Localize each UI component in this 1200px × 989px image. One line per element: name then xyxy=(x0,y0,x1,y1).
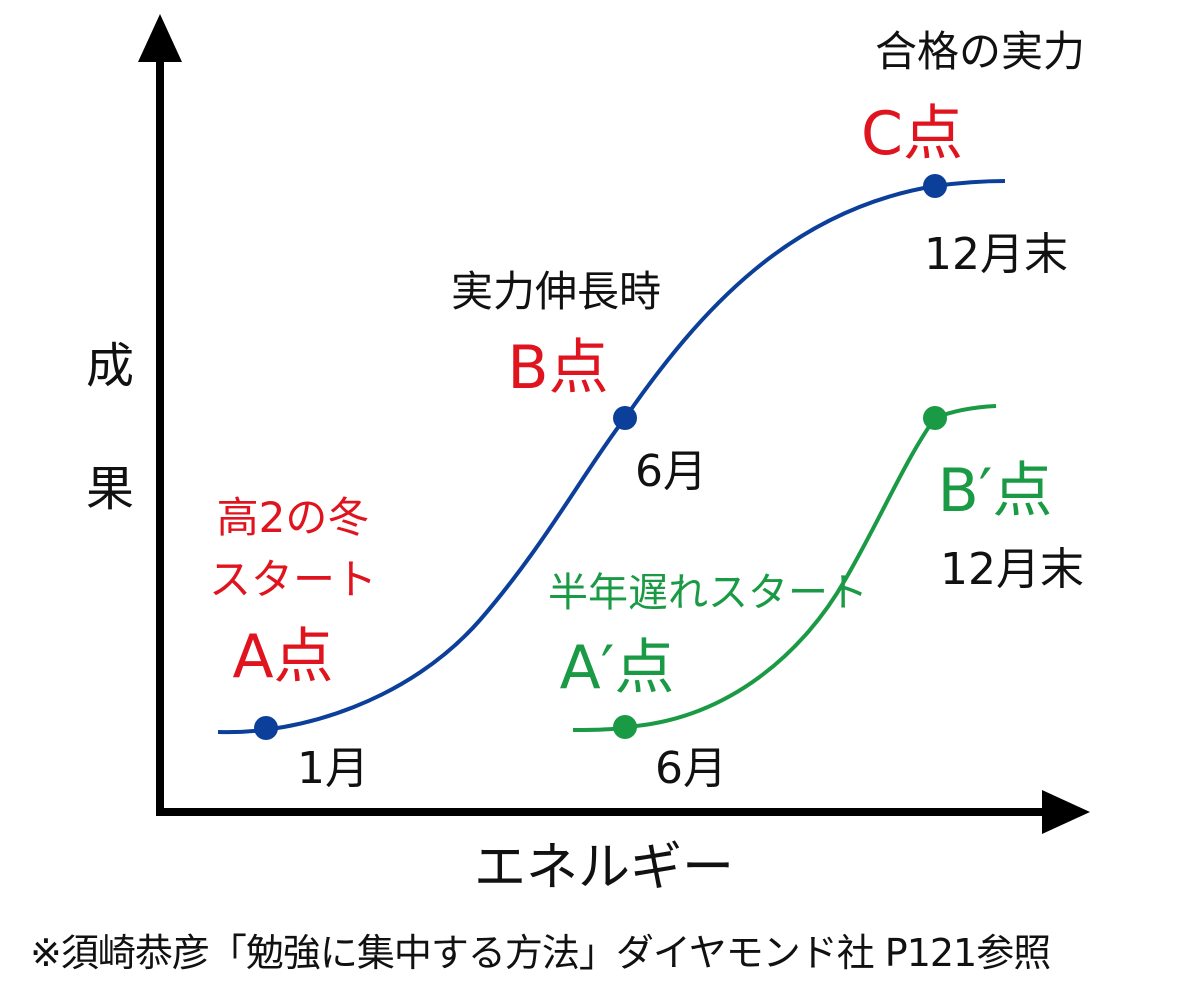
a-note-line2: スタート xyxy=(209,555,377,604)
point-b-prime-label: B′点 xyxy=(938,456,1053,526)
point-b-prime-month: 12月末 xyxy=(940,544,1084,595)
point-c-month: 12月末 xyxy=(924,229,1068,280)
source-citation: ※須崎恭彦「勉強に集中する方法」ダイヤモンド社 P121参照 xyxy=(30,931,1051,975)
point-c-marker xyxy=(923,174,947,198)
a-note-line1: 高2の冬 xyxy=(217,493,370,542)
point-a-label: A点 xyxy=(232,622,333,692)
x-axis-label: エネルギー xyxy=(474,838,734,898)
y-axis-label-char-1: 成 xyxy=(86,338,134,394)
point-a-marker xyxy=(254,716,278,740)
b-note: 実力伸長時 xyxy=(451,267,661,316)
point-c-label: C点 xyxy=(861,99,963,169)
y-axis-label-char-2: 果 xyxy=(86,461,134,517)
a-prime-note: 半年遅れスタート xyxy=(548,570,868,616)
point-a-prime-label: A′点 xyxy=(560,633,675,703)
x-axis-arrowhead xyxy=(1042,790,1090,834)
point-a-month: 1月 xyxy=(297,743,369,794)
point-b-label: B点 xyxy=(507,333,608,403)
point-a-prime-month: 6月 xyxy=(655,743,727,794)
point-b-prime-marker xyxy=(923,406,947,430)
point-b-month: 6月 xyxy=(635,446,707,497)
c-note: 合格の実力 xyxy=(875,27,1085,76)
point-a-prime-marker xyxy=(613,715,637,739)
point-b-marker xyxy=(613,406,637,430)
y-axis-arrowhead xyxy=(138,14,182,62)
